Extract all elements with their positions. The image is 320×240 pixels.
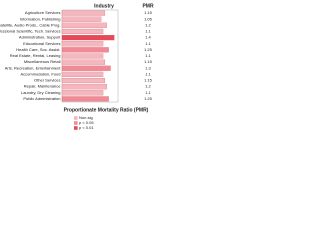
category-label: Accommodation, Food — [20, 71, 60, 76]
legend-label: p < 0.05 — [79, 120, 94, 125]
legend-swatch — [74, 126, 78, 130]
bar — [61, 22, 107, 28]
value-label: 1.15 — [144, 59, 153, 64]
chart: Industry PMR Proportionate Mortality Rat… — [0, 3, 154, 130]
category-label: Arts, Recreation, Entertainment — [5, 65, 62, 70]
category-label: Health Care, Soc. Assist. — [16, 47, 60, 52]
category-label: Agriculture Services — [25, 10, 61, 15]
value-label: 1.1 — [145, 90, 151, 95]
value-header: PMR — [142, 3, 154, 9]
header: Industry — [94, 3, 114, 9]
bar — [61, 10, 106, 16]
category-label: Miscellaneous Retail — [24, 59, 61, 64]
bar — [61, 77, 106, 84]
value-label: 1.2 — [145, 84, 151, 89]
category-label: Real Estate, Rental, Leasing — [10, 53, 61, 58]
bar — [61, 41, 104, 47]
category-label: TV, Radio, Satellite, Audio Prods., Cabl… — [0, 22, 61, 27]
value-label: 1.25 — [144, 47, 153, 52]
value-label: 1.15 — [144, 10, 153, 15]
category-label: Laundry, Dry Cleaning — [21, 90, 61, 95]
bar — [61, 53, 104, 59]
bar — [61, 28, 104, 35]
value-label: 1.3 — [145, 65, 151, 70]
value-label: 1.25 — [144, 96, 153, 101]
category-label: Administration, Support — [19, 35, 61, 40]
bar — [61, 47, 109, 53]
bar — [61, 90, 104, 96]
value-label: 1.1 — [145, 53, 151, 58]
value-label: 1.15 — [144, 78, 153, 83]
value-label: 1.05 — [144, 16, 153, 21]
value-label: 1.1 — [145, 41, 151, 46]
x-axis-label: Proportionate Mortality Ratio (PMR) — [64, 107, 149, 113]
bar — [61, 16, 102, 22]
value-label: 1.4 — [145, 35, 151, 40]
category-label: Educational Services — [23, 41, 60, 46]
bar — [61, 84, 107, 90]
category-label: Information, Publishing — [20, 16, 61, 21]
bar — [61, 96, 109, 102]
value-label: 1.1 — [145, 29, 151, 34]
bar — [61, 59, 106, 65]
legend-label: p < 0.01 — [79, 125, 94, 130]
category-label: Repair, Maintenance — [24, 84, 61, 89]
value-label: 1.2 — [145, 22, 151, 27]
legend-label: Non-sig — [79, 115, 93, 120]
category-label: Professional Scientific, Tech. Services — [0, 29, 61, 34]
bar — [61, 71, 104, 77]
bar — [61, 35, 115, 41]
legend-swatch — [74, 116, 78, 120]
legend-swatch — [74, 121, 78, 125]
category-label: Public Administration — [23, 96, 60, 101]
category-label: Other Services — [34, 78, 60, 83]
value-label: 1.1 — [145, 71, 151, 76]
bar — [61, 65, 111, 71]
